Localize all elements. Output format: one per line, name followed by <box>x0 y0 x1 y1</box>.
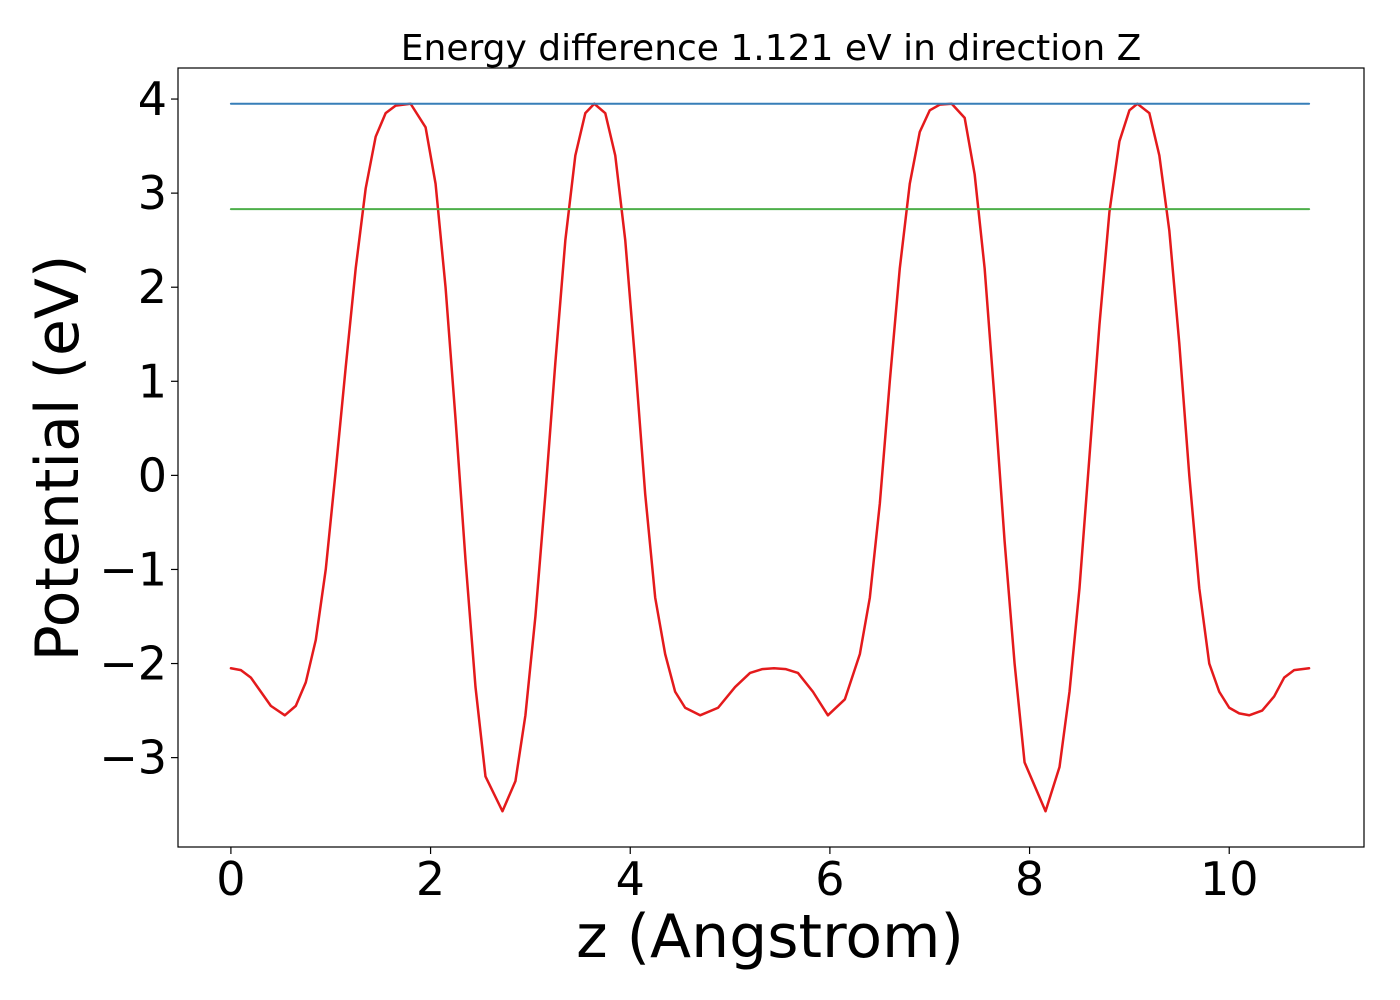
y-tick-label: 2 <box>138 260 167 314</box>
y-tick-label: 1 <box>138 354 167 408</box>
x-tick-label: 6 <box>815 852 844 906</box>
y-tick-label: 4 <box>138 72 167 126</box>
y-tick-label: −2 <box>99 637 167 691</box>
series-line-0 <box>229 102 1311 813</box>
axes-frame <box>177 67 1365 848</box>
x-tick-label: 0 <box>216 852 245 906</box>
x-tick-label: 8 <box>1015 852 1044 906</box>
y-axis-label: Potential (eV) <box>23 255 93 662</box>
y-axis: −3 −2 −1 0 1 2 3 4 <box>99 72 178 785</box>
x-axis-label: z (Angstrom) <box>576 902 964 972</box>
y-tick-label: −1 <box>99 542 167 596</box>
chart-title: Energy difference 1.121 eV in direction … <box>401 28 1142 69</box>
x-tick-label: 4 <box>616 852 645 906</box>
series-layer <box>229 102 1311 813</box>
x-tick-label: 10 <box>1200 852 1259 906</box>
plot-area <box>177 67 1365 848</box>
x-tick-label: 2 <box>416 852 445 906</box>
axes-background <box>178 68 1364 847</box>
y-tick-label: 0 <box>138 448 167 502</box>
y-tick-label: −3 <box>99 731 167 785</box>
y-tick-label: 3 <box>138 166 167 220</box>
x-axis: 0 2 4 6 8 10 <box>216 847 1259 906</box>
